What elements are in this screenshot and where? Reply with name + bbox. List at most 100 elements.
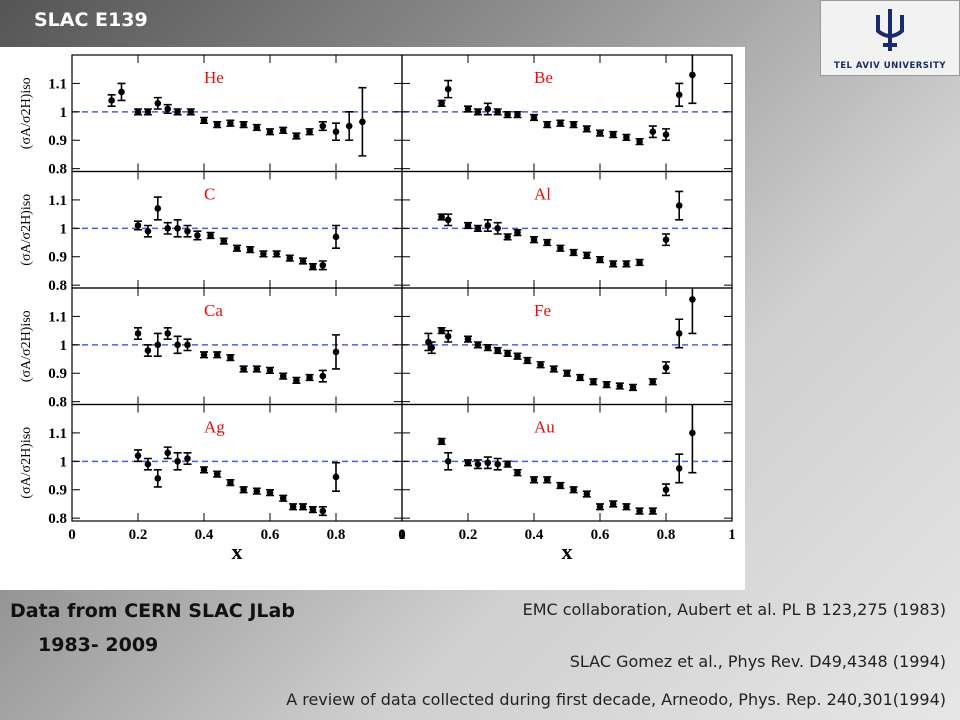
plot bbox=[402, 55, 732, 146]
y-tick-label: 1 bbox=[60, 221, 68, 237]
data-point bbox=[570, 249, 577, 256]
data-point bbox=[359, 118, 366, 126]
data-point bbox=[596, 129, 604, 137]
data-point bbox=[134, 108, 142, 116]
data-point bbox=[309, 263, 317, 270]
data-point bbox=[253, 487, 261, 495]
y-tick-label: 1 bbox=[60, 338, 68, 354]
data-point bbox=[689, 429, 696, 437]
data-point bbox=[144, 108, 152, 116]
data-point bbox=[530, 476, 538, 484]
data-point bbox=[504, 460, 511, 468]
chart: 0.8 0.9 1 1.1 He (σA/σ2H)iso Be 0.8 0.9 1 1.1 C (σA/… bbox=[19, 54, 736, 564]
reference: SLAC Gomez et al., Phys Rev. D49,4348 (1… bbox=[569, 652, 946, 671]
panel-label: C bbox=[204, 185, 215, 204]
data-point bbox=[438, 327, 445, 334]
data-point bbox=[662, 486, 670, 494]
data-point bbox=[345, 122, 353, 130]
reference: EMC collaboration, Aubert et al. PL B 12… bbox=[522, 600, 946, 619]
panel: 0.8 0.9 1 1.1 C (σA/σ2H)iso bbox=[19, 170, 403, 294]
data-point bbox=[616, 382, 624, 390]
data-point bbox=[623, 503, 630, 511]
data-point bbox=[200, 117, 208, 124]
data-point bbox=[464, 335, 472, 343]
data-point bbox=[184, 455, 191, 462]
data-point bbox=[464, 105, 472, 113]
plot bbox=[72, 326, 402, 384]
data-point bbox=[514, 469, 521, 476]
data-point bbox=[164, 105, 171, 113]
x-tick-label: 1 bbox=[398, 527, 406, 543]
data-point bbox=[253, 124, 261, 131]
data-point bbox=[494, 347, 502, 354]
panel: Al bbox=[401, 170, 733, 289]
data-point bbox=[484, 459, 492, 467]
data-point bbox=[596, 256, 604, 263]
data-point bbox=[233, 244, 241, 252]
panel: 0 0.2 0.4 0.6 0.8 1 Au x bbox=[398, 403, 736, 564]
data-point bbox=[293, 377, 300, 384]
data-point bbox=[332, 473, 340, 481]
data-point bbox=[213, 351, 221, 359]
panel-label: Fe bbox=[534, 301, 551, 320]
data-point bbox=[563, 369, 571, 377]
panel-frame bbox=[71, 403, 403, 522]
data-point bbox=[609, 131, 617, 138]
y-tick-label: 0.9 bbox=[48, 366, 67, 382]
data-point bbox=[134, 452, 142, 459]
panel-label: Al bbox=[534, 185, 551, 204]
data-point bbox=[253, 365, 261, 373]
data-point bbox=[319, 261, 327, 269]
data-point bbox=[609, 260, 617, 268]
logo-text: TEL AVIV UNIVERSITY bbox=[833, 61, 947, 71]
data-point bbox=[154, 100, 162, 107]
x-tick-label: 0.6 bbox=[261, 527, 280, 543]
data-point bbox=[494, 460, 502, 468]
data-point bbox=[474, 225, 482, 232]
data-point bbox=[623, 260, 630, 268]
y-tick-label: 1.1 bbox=[48, 193, 67, 209]
data-point bbox=[174, 458, 181, 465]
data-point bbox=[590, 378, 597, 386]
data-point bbox=[184, 227, 191, 235]
y-axis-label: (σA/σ2H)iso bbox=[19, 77, 34, 149]
plot bbox=[72, 196, 402, 271]
y-tick-label: 0.9 bbox=[48, 250, 67, 266]
data-point bbox=[662, 364, 670, 371]
data-point bbox=[636, 138, 643, 145]
data-point bbox=[636, 507, 643, 515]
x-tick-label: 1 bbox=[728, 527, 736, 543]
panel-label: Ag bbox=[204, 418, 225, 437]
data-point bbox=[474, 460, 482, 468]
y-axis-label: (σA/σ2H)iso bbox=[19, 194, 34, 266]
data-point bbox=[174, 108, 181, 116]
y-tick-label: 1 bbox=[60, 105, 68, 121]
panel-frame bbox=[71, 54, 403, 173]
data-point bbox=[504, 350, 511, 357]
data-point bbox=[240, 365, 247, 373]
data-point bbox=[266, 367, 274, 374]
data-point bbox=[649, 378, 657, 386]
y-tick-label: 0.9 bbox=[48, 483, 67, 499]
data-point bbox=[444, 458, 452, 465]
data-point bbox=[583, 490, 591, 498]
data-point bbox=[207, 232, 214, 239]
data-point bbox=[246, 246, 254, 253]
data-point bbox=[689, 71, 696, 79]
panel-label: Ca bbox=[204, 301, 223, 320]
plot bbox=[72, 82, 402, 157]
data-point bbox=[184, 341, 191, 349]
data-point bbox=[514, 229, 521, 236]
data-point bbox=[689, 296, 696, 303]
data-point bbox=[319, 122, 327, 130]
data-point bbox=[675, 330, 683, 337]
data-point bbox=[144, 460, 152, 468]
panel-frame bbox=[401, 170, 733, 289]
data-point bbox=[240, 486, 247, 494]
data-point bbox=[299, 503, 307, 511]
data-point bbox=[557, 482, 564, 489]
data-point bbox=[332, 128, 340, 136]
note: 1983- 2009 bbox=[38, 634, 159, 656]
data-point bbox=[154, 205, 162, 212]
